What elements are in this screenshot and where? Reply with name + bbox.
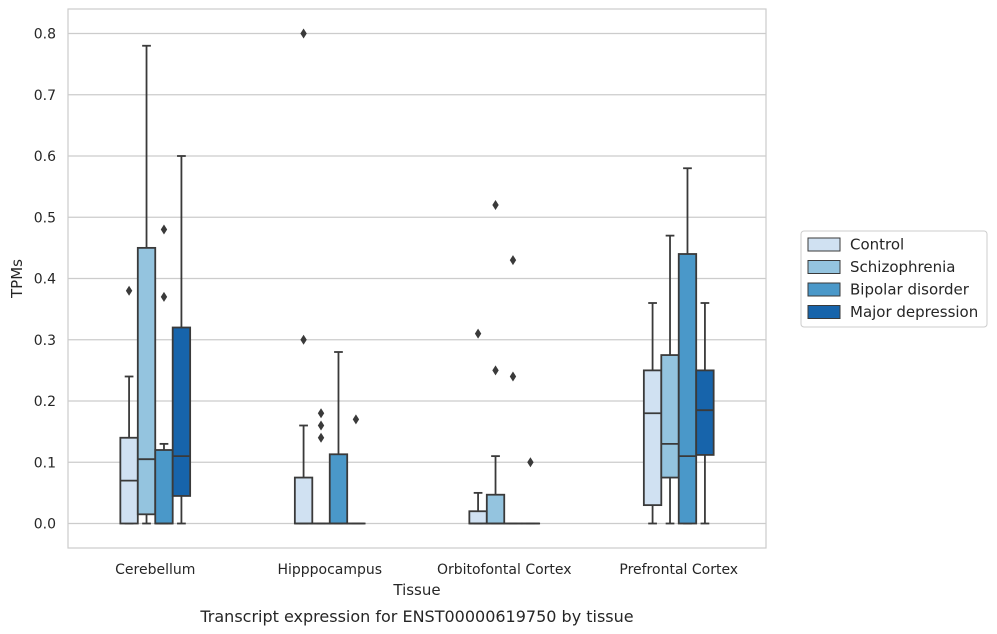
- y-axis-ticks: 0.0 0.1 0.2 0.3 0.4 0.5 0.6 0.7 0.8: [34, 27, 56, 533]
- y-axis-label: TPMs: [8, 259, 26, 299]
- y-tick-label: 0.6: [34, 149, 56, 165]
- legend: Control Schizophrenia Bipolar disorder Majo…: [800, 230, 988, 328]
- legend-label: Control: [850, 236, 904, 254]
- y-tick-label: 0.7: [34, 88, 56, 104]
- outlier-point: [527, 457, 534, 468]
- box-body: [136, 246, 157, 516]
- box-major-depression: [171, 155, 192, 525]
- y-tick-label: 0.1: [34, 455, 56, 471]
- outlier-point: [317, 420, 325, 431]
- box-schizophrenia: [660, 234, 680, 525]
- outlier-point: [317, 408, 325, 419]
- box-control: [119, 285, 139, 525]
- plot-area-frame: [67, 8, 767, 549]
- chart-caption: Transcript expression for ENST0000061975…: [199, 607, 633, 626]
- box-body: [695, 369, 715, 456]
- box-schizophrenia: [311, 408, 331, 525]
- outlier-point: [509, 255, 517, 266]
- box-body: [328, 453, 349, 525]
- legend-frame: [800, 230, 988, 328]
- outlier-point: [492, 365, 499, 376]
- box-body: [642, 369, 663, 507]
- box-schizophrenia: [136, 44, 157, 525]
- box-body: [171, 326, 192, 497]
- x-tick-label: Hipppocampus: [277, 562, 382, 578]
- legend-label: Bipolar disorder: [850, 281, 970, 299]
- box-body: [485, 493, 506, 525]
- box-control: [293, 28, 314, 525]
- outlier-point: [160, 224, 168, 235]
- outlier-point: [125, 285, 133, 296]
- outlier-point: [317, 432, 325, 443]
- x-tick-label: Orbitofontal Cortex: [437, 562, 572, 578]
- box-bipolar-disorder: [154, 224, 174, 525]
- outlier-point: [160, 291, 168, 302]
- box-major-depression: [520, 457, 541, 525]
- x-axis-ticks: Cerebellum Hipppocampus Orbitofontal Corte…: [115, 562, 738, 578]
- box-body: [468, 510, 488, 525]
- outlier-point: [300, 334, 307, 345]
- box-bipolar-disorder: [328, 351, 349, 525]
- box-body: [154, 449, 174, 525]
- y-tick-label: 0.8: [34, 27, 56, 43]
- legend-label: Schizophrenia: [850, 258, 955, 276]
- box-series: [119, 28, 715, 525]
- x-tick-label: Cerebellum: [115, 562, 195, 578]
- box-body: [660, 354, 680, 479]
- y-tick-label: 0.2: [34, 394, 56, 410]
- y-tick-label: 0.3: [34, 333, 56, 349]
- outlier-point: [352, 414, 360, 425]
- box-body: [677, 253, 698, 525]
- box-body: [293, 476, 314, 525]
- outlier-point: [492, 200, 499, 210]
- legend-label: Major depression: [850, 303, 978, 321]
- box-major-depression: [346, 414, 366, 525]
- x-axis-label: Tissue: [392, 581, 440, 599]
- box-major-depression: [695, 302, 715, 525]
- legend-swatch: [807, 282, 841, 297]
- y-tick-label: 0.4: [34, 272, 56, 288]
- box-control: [468, 328, 488, 525]
- legend-swatch: [807, 305, 841, 319]
- legend-swatch: [807, 237, 841, 252]
- y-tick-label: 0.5: [34, 210, 56, 226]
- y-tick-label: 0.0: [34, 517, 56, 533]
- box-control: [642, 302, 663, 525]
- legend-swatch: [807, 260, 841, 274]
- outlier-point: [474, 328, 482, 339]
- x-tick-label: Prefrontal Cortex: [619, 562, 738, 578]
- outlier-point: [300, 28, 307, 39]
- outlier-point: [509, 371, 517, 382]
- box-schizophrenia: [485, 200, 506, 525]
